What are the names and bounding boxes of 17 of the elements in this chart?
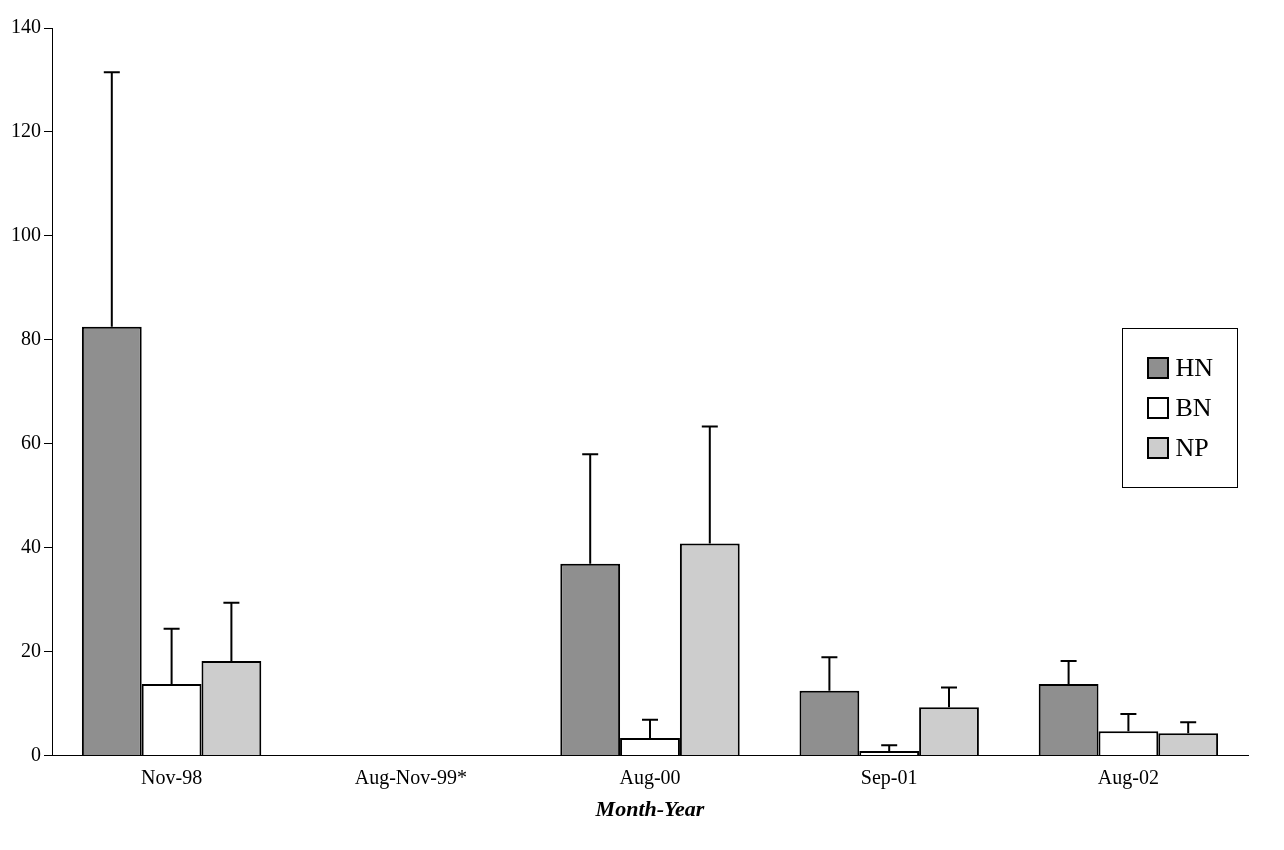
- y-tick-label: 80: [21, 327, 41, 350]
- x-tick-label: Aug-Nov-99*: [354, 765, 467, 789]
- x-tick-label: Nov-98: [141, 765, 203, 788]
- legend-label: HN: [1175, 353, 1213, 383]
- y-tick-label: 40: [21, 534, 41, 557]
- text: BN: [1175, 393, 1212, 423]
- y-tick-label: 100: [11, 223, 41, 246]
- y-tick-label: 120: [11, 119, 41, 142]
- y-tick-label: 0: [31, 742, 41, 765]
- x-axis-title: Month-Year: [594, 796, 705, 822]
- x-tick-label: Aug-02: [1097, 765, 1159, 789]
- x-tick-label: Sep-01: [860, 765, 918, 789]
- legend-label: NP: [1175, 433, 1209, 463]
- y-tick-label: 60: [21, 431, 41, 454]
- y-tick-label: 140: [11, 15, 41, 38]
- y-tick-label: 20: [21, 638, 41, 661]
- x-tick-label: Aug-00: [619, 765, 681, 789]
